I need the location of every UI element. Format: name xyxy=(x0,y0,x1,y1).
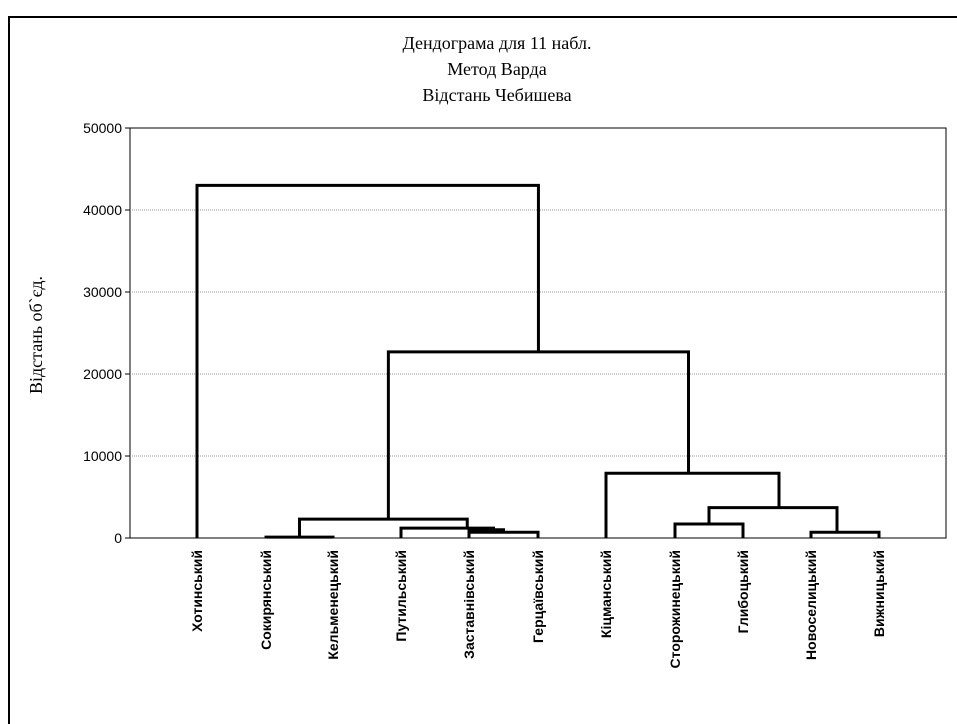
title-box xyxy=(340,22,626,120)
chart-frame xyxy=(8,16,957,724)
y-tick-label: 30000 xyxy=(83,284,122,300)
leaf-label: Глибоцький xyxy=(735,550,751,633)
dendrogram-link xyxy=(707,506,839,533)
leaf-label: Герцаївський xyxy=(530,550,546,643)
dendrogram-link xyxy=(467,528,505,533)
chart-title-line-1: Дендограма для 11 набл. xyxy=(403,33,592,53)
y-axis-ticks: 0 10000 20000 30000 40000 50000 xyxy=(83,120,130,546)
leaf-label: Сокирянський xyxy=(258,550,274,650)
leaf-label: Кіцманський xyxy=(598,550,614,638)
dendrogram-link xyxy=(809,530,881,538)
y-axis-label: Відстань об`єд. xyxy=(26,276,46,394)
dendrogram-link xyxy=(264,535,335,539)
y-tick-label: 40000 xyxy=(83,202,122,218)
dendrogram-link xyxy=(467,530,540,538)
leaf-label: Новоселицький xyxy=(803,550,819,660)
dendrogram-link xyxy=(386,350,690,520)
chart-title-line-2: Метод Варда xyxy=(447,59,546,79)
y-tick-label: 10000 xyxy=(83,448,122,464)
leaf-label: Путильський xyxy=(393,550,409,642)
leaf-label: Заставнівський xyxy=(461,550,477,659)
dendrogram-links xyxy=(195,183,881,539)
y-tick-label: 50000 xyxy=(83,120,122,136)
y-tick-label: 20000 xyxy=(83,366,122,382)
leaf-labels: Хотинський Сокирянський Кельменецький Путил… xyxy=(189,550,887,668)
leaf-label: Вижницький xyxy=(871,550,887,637)
leaf-label: Сторожинецький xyxy=(667,550,683,668)
dendrogram-link xyxy=(604,471,781,538)
dendrogram-link xyxy=(673,522,745,538)
leaf-label: Хотинський xyxy=(189,550,205,632)
leaf-label: Кельменецький xyxy=(325,550,341,660)
dendrogram-link xyxy=(195,183,540,538)
dendrogram-link xyxy=(399,526,495,538)
chart-title-line-3: Відстань Чебишева xyxy=(422,85,571,105)
dendrogram-link xyxy=(298,517,469,538)
y-tick-label: 0 xyxy=(114,530,122,546)
